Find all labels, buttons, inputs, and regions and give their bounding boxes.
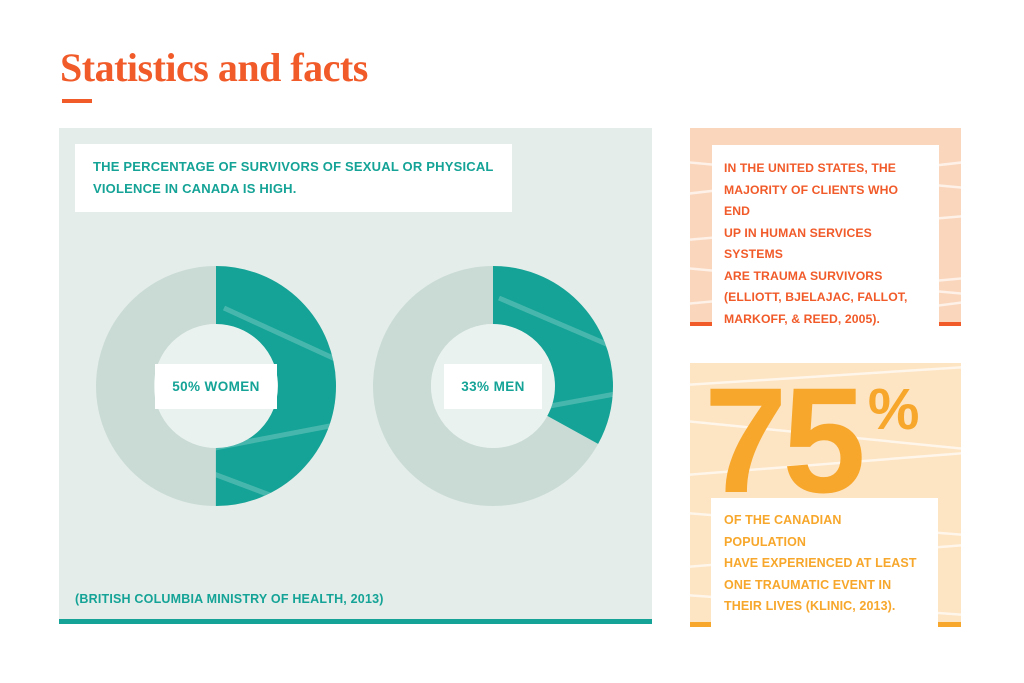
donut-chart-women: 50% WOMEN bbox=[96, 266, 348, 533]
panel-heading-text: THE PERCENTAGE OF SURVIVORS OF SEXUAL OR… bbox=[93, 159, 494, 196]
big-stat-number: 75 bbox=[704, 356, 866, 524]
us-fact-box: IN THE UNITED STATES, THE MAJORITY OF CL… bbox=[690, 128, 961, 343]
panel-heading-box: THE PERCENTAGE OF SURVIVORS OF SEXUAL OR… bbox=[75, 144, 512, 212]
donut-label-women-text: 50% WOMEN bbox=[155, 363, 277, 409]
page-title: Statistics and facts bbox=[60, 45, 368, 90]
us-fact-text: IN THE UNITED STATES, THE MAJORITY OF CL… bbox=[724, 161, 908, 326]
percent-sign: % bbox=[867, 377, 920, 442]
canada-stat-box: 75 % OF THE CANADIAN POPULATION HAVE EXP… bbox=[690, 356, 961, 630]
canada-stat-text-box: OF THE CANADIAN POPULATION HAVE EXPERIEN… bbox=[711, 498, 938, 630]
panel-citation: (BRITISH COLUMBIA MINISTRY OF HEALTH, 20… bbox=[75, 592, 384, 606]
donut-label-men-text: 33% MEN bbox=[444, 363, 542, 409]
big-stat: 75 % bbox=[704, 356, 920, 524]
title-underline bbox=[62, 99, 92, 103]
donut-label-men: 33% MEN bbox=[373, 266, 613, 506]
canada-stat-text: OF THE CANADIAN POPULATION HAVE EXPERIEN… bbox=[724, 513, 917, 613]
donut-chart-men: 33% MEN bbox=[373, 266, 616, 506]
survivors-panel: THE PERCENTAGE OF SURVIVORS OF SEXUAL OR… bbox=[59, 128, 652, 624]
us-fact-text-box: IN THE UNITED STATES, THE MAJORITY OF CL… bbox=[712, 145, 939, 343]
donut-ring-men bbox=[373, 266, 616, 511]
donut-ring-women bbox=[96, 266, 348, 533]
donut-label-women: 50% WOMEN bbox=[96, 266, 336, 506]
